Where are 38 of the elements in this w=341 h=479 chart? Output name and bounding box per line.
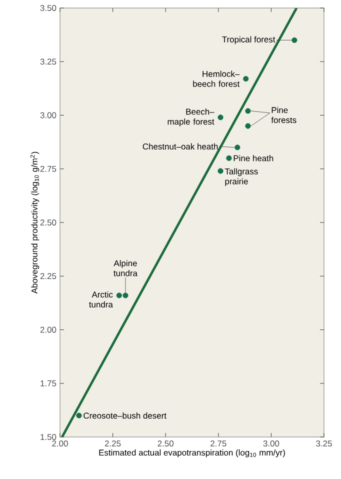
annotation: Pine forests (271, 106, 296, 124)
point (243, 76, 249, 82)
y-tick-label: 2.50 (40, 220, 56, 226)
x-axis-title: Estimated actual evapotranspiration (log$_{10}$ mm/yr) (99, 449, 285, 458)
annotation: Tropical forest (222, 36, 276, 44)
point (218, 168, 224, 174)
x-tick-label: 2.25 (104, 440, 121, 447)
y-tick-label: 1.50 (40, 434, 56, 440)
point (76, 412, 82, 418)
y-tick-label: 2.25 (40, 273, 56, 280)
x-tick-label: 2.75 (210, 440, 226, 447)
annotation: Beech–maple forest (168, 108, 214, 126)
y-tick-label: 3.00 (40, 112, 56, 118)
annotation: Pine heath (234, 155, 274, 162)
x-tick-label: 3.25 (316, 440, 332, 447)
point (122, 292, 128, 298)
y-tick-label: 2.75 (40, 166, 56, 172)
x-tick-label: 2.00 (52, 440, 68, 447)
y-axis-title: Aboveground productivity (log$_{10}$ g/m$^{2}$) (30, 152, 40, 294)
annotation: Arctic tundra (89, 291, 113, 308)
point (234, 144, 240, 150)
point (226, 155, 232, 161)
point (245, 108, 251, 114)
x-tick-label: 3.00 (263, 440, 280, 447)
annotation: Chestnut–oak heath (142, 143, 218, 150)
point (245, 123, 251, 129)
y-tick-label: 3.50 (40, 5, 56, 11)
annotation: Tallgrass prairie (224, 168, 258, 186)
point (218, 114, 224, 120)
annotation: Creosote–bush desert (84, 412, 166, 419)
y-tick-label: 1.75 (40, 380, 56, 386)
y-tick-label: 3.25 (40, 58, 56, 65)
point (116, 292, 122, 298)
y-tick-label: 2.00 (40, 326, 56, 333)
point (292, 37, 298, 43)
annotation: Alpine tundra (114, 260, 138, 276)
annotation: Hemlock–beech forest (193, 70, 240, 87)
x-tick-label: 2.50 (158, 440, 174, 447)
